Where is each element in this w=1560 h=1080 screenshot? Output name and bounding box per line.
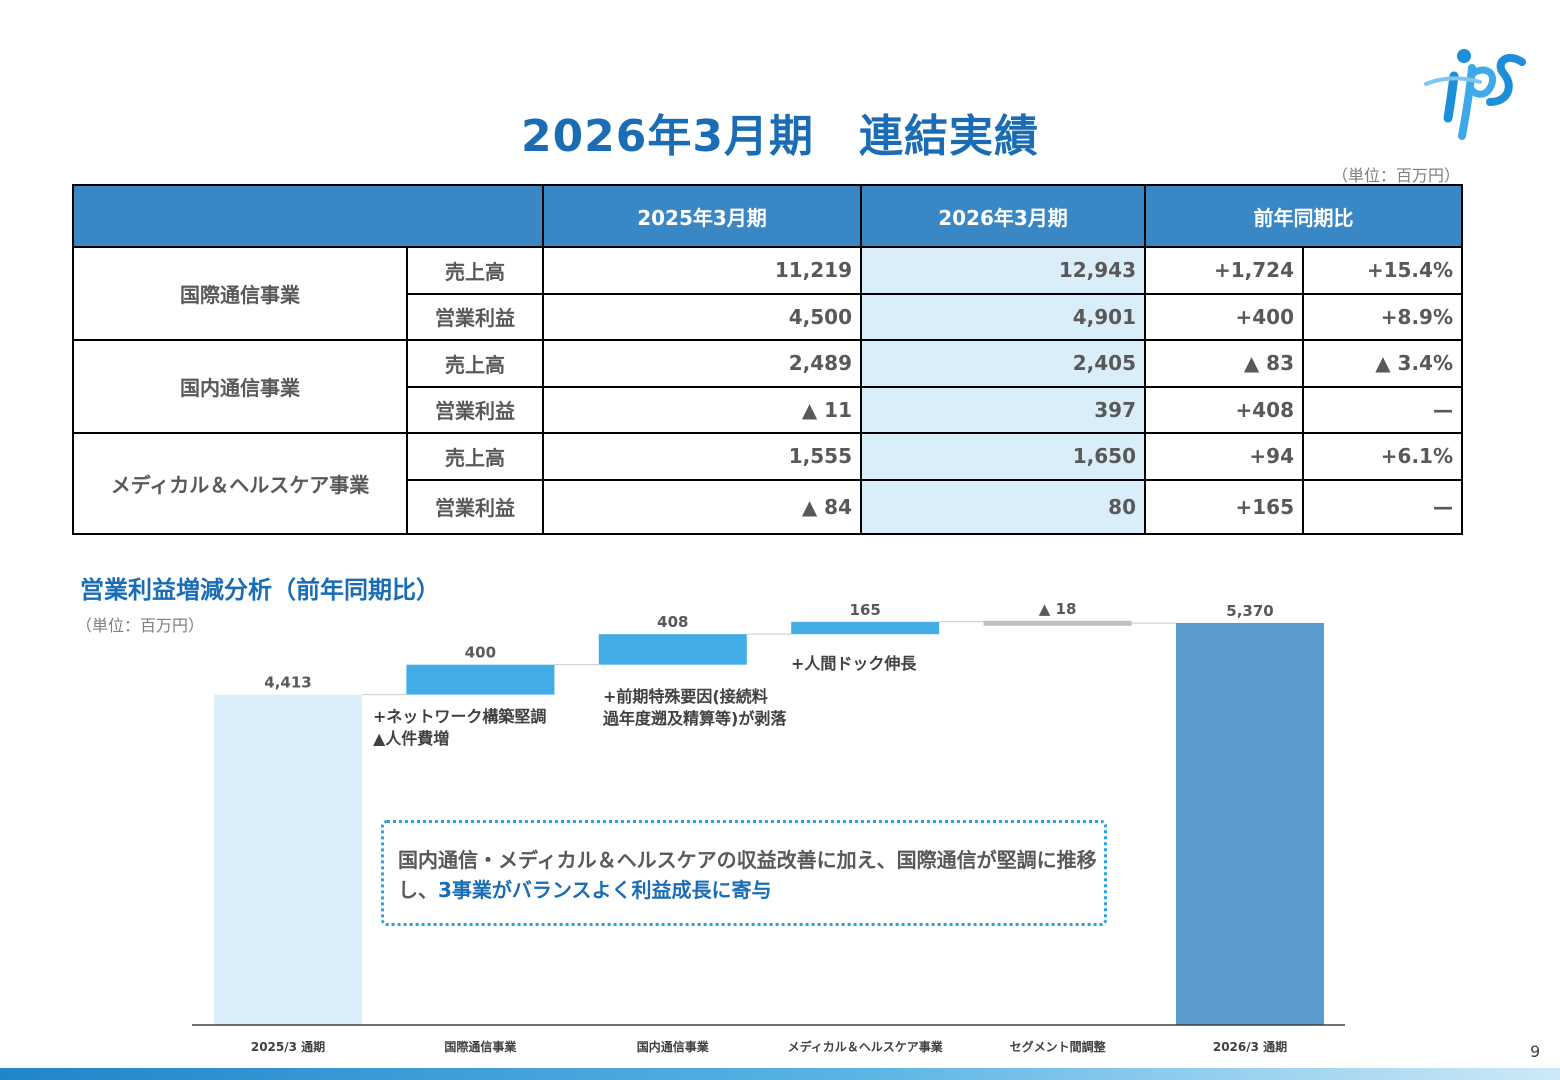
waterfall-bar: [983, 620, 1132, 626]
fy2025-value: 2,489: [542, 339, 862, 388]
metric-label: 売上高: [406, 246, 544, 295]
segment-name-domestic: 国内通信事業: [72, 339, 408, 434]
table-row: 営業利益 ▲ 84 80 +165 —: [73, 478, 1463, 535]
annotation-intl: +ネットワーク構築堅調 ▲人件費増: [373, 706, 546, 750]
data-label: 408: [657, 613, 688, 631]
callout-text: 国内通信・メディカル＆ヘルスケアの収益改善に加え、国際通信が堅調に推移し、: [398, 848, 1097, 902]
table-row: 国内通信事業 売上高 2,489 2,405 ▲ 83 ▲ 3.4%: [72, 339, 1463, 434]
pct-value: +6.1%: [1302, 432, 1463, 481]
header-fy2026: 2026年3月期: [860, 184, 1146, 248]
ips-logo: [1424, 49, 1526, 140]
waterfall-bar: [1176, 623, 1324, 1025]
table-row: 営業利益 4,500 4,901 +400 +8.9%: [73, 292, 1463, 341]
fy2026-value: 4,901: [860, 292, 1146, 341]
header-blank: [72, 184, 544, 248]
fy2025-value: 1,555: [542, 432, 862, 481]
metric-label: 営業利益: [406, 478, 544, 535]
page-title: 2026年3月期 連結実績: [520, 111, 1040, 162]
fy2025-value: 4,500: [542, 292, 862, 341]
pct-value: +8.9%: [1302, 292, 1463, 341]
diff-value: ▲ 83: [1144, 339, 1304, 388]
annotation-line: +ネットワーク構築堅調: [373, 707, 547, 726]
diff-value: +165: [1144, 478, 1304, 535]
callout-emphasis: 3事業がバランスよく利益成長に寄与: [438, 878, 772, 902]
data-label: 165: [850, 601, 881, 619]
data-label: 4,413: [264, 674, 311, 692]
diff-value: +408: [1144, 385, 1304, 434]
waterfall-bar: [598, 634, 747, 665]
fy2026-value: 2,405: [860, 339, 1146, 388]
x-tick-label: 国際通信事業: [444, 1039, 517, 1054]
header-fy2025: 2025年3月期: [542, 184, 862, 248]
fy2025-value: 11,219: [542, 246, 862, 295]
footer-bar: [0, 1068, 1560, 1080]
data-label: 400: [465, 644, 496, 662]
analysis-title: 営業利益増減分析（前年同期比）: [80, 576, 440, 604]
pct-value: ▲ 3.4%: [1302, 339, 1463, 388]
data-label: 5,370: [1226, 602, 1273, 620]
annotation-line: ▲人件費増: [373, 729, 450, 748]
pct-value: +15.4%: [1302, 246, 1463, 295]
segment-name-medical: メディカル＆ヘルスケア事業: [72, 432, 408, 535]
x-tick-label: 2026/3 通期: [1213, 1039, 1287, 1054]
header-yoy: 前年同期比: [1144, 184, 1463, 248]
pct-value: —: [1302, 478, 1463, 535]
metric-label: 売上高: [406, 432, 544, 481]
data-label: ▲ 18: [1039, 600, 1077, 618]
analysis-unit-label: （単位：百万円）: [76, 616, 205, 635]
x-tick-label: セグメント間調整: [1010, 1039, 1106, 1054]
fy2026-value: 397: [860, 385, 1146, 434]
annotation-line: 過年度遡及精算等)が剥落: [603, 709, 787, 728]
annotation-line: +前期特殊要因(接続料: [603, 687, 768, 706]
annotation-domestic: +前期特殊要因(接続料 過年度遡及精算等)が剥落: [603, 686, 786, 730]
table-row: 営業利益 ▲ 11 397 +408 —: [73, 385, 1463, 434]
fy2026-value: 12,943: [860, 246, 1146, 295]
waterfall-bar: [791, 621, 940, 635]
x-tick-label: 2025/3 通期: [251, 1039, 325, 1054]
diff-value: +1,724: [1144, 246, 1304, 295]
x-tick-label: 国内通信事業: [637, 1039, 710, 1054]
fy2025-value: ▲ 84: [542, 478, 862, 535]
segment-name-intl: 国際通信事業: [72, 246, 408, 341]
unit-label: （単位：百万円）: [1331, 166, 1460, 185]
table-row: 国際通信事業 売上高 11,219 12,943 +1,724 +15.4%: [72, 246, 1463, 341]
annotation-line: +人間ドック伸長: [791, 654, 917, 673]
page-number: 9: [1530, 1042, 1541, 1061]
annotation-medical: +人間ドック伸長: [791, 653, 916, 675]
table-header-row: 2025年3月期 2026年3月期 前年同期比: [72, 184, 1463, 248]
callout-box: 国内通信・メディカル＆ヘルスケアの収益改善に加え、国際通信が堅調に推移し、3事業…: [381, 820, 1107, 926]
table-row: メディカル＆ヘルスケア事業 売上高 1,555 1,650 +94 +6.1%: [72, 432, 1463, 535]
diff-value: +400: [1144, 292, 1304, 341]
metric-label: 営業利益: [406, 385, 544, 434]
fy2025-value: ▲ 11: [542, 385, 862, 434]
fy2026-value: 80: [860, 478, 1146, 535]
x-tick-label: メディカル＆ヘルスケア事業: [788, 1039, 944, 1054]
waterfall-bar: [406, 664, 555, 695]
results-table: 2025年3月期 2026年3月期 前年同期比 国際通信事業 売上高 11,21…: [72, 184, 1463, 535]
waterfall-chart: 4,413 2025/3 通期 400 国際通信事業 408 国内通信事業 165 メディカル…: [192, 600, 1345, 1054]
metric-label: 売上高: [406, 339, 544, 388]
metric-label: 営業利益: [406, 292, 544, 341]
pct-value: —: [1302, 385, 1463, 434]
diff-value: +94: [1144, 432, 1304, 481]
waterfall-bar: [214, 694, 362, 1025]
fy2026-value: 1,650: [860, 432, 1146, 481]
